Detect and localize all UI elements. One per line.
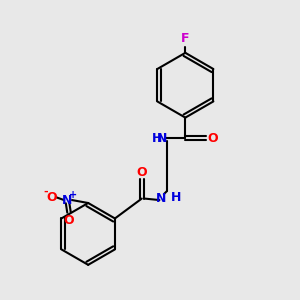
Text: N: N xyxy=(62,194,73,207)
Text: +: + xyxy=(69,190,77,200)
Text: -: - xyxy=(43,187,48,197)
Text: N: N xyxy=(156,132,167,145)
Text: N: N xyxy=(156,192,166,205)
Text: O: O xyxy=(136,167,147,179)
Text: H: H xyxy=(152,132,162,145)
Text: O: O xyxy=(64,214,74,227)
Text: F: F xyxy=(181,32,190,46)
Text: O: O xyxy=(46,190,57,204)
Text: O: O xyxy=(207,132,218,145)
Text: H: H xyxy=(170,190,181,204)
